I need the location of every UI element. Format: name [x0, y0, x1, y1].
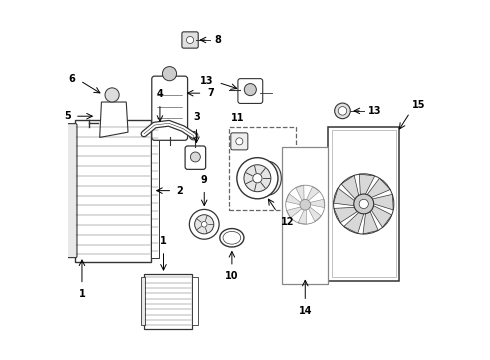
Circle shape	[359, 199, 368, 208]
Circle shape	[253, 174, 262, 183]
Circle shape	[191, 152, 200, 162]
Bar	[282, 147, 328, 284]
Polygon shape	[307, 186, 319, 201]
Text: 7: 7	[207, 88, 214, 98]
FancyBboxPatch shape	[67, 123, 77, 258]
Text: 12: 12	[280, 216, 294, 226]
Text: 13: 13	[200, 76, 214, 86]
Ellipse shape	[255, 161, 281, 195]
Circle shape	[189, 210, 219, 239]
Text: 1: 1	[78, 289, 85, 299]
Ellipse shape	[223, 231, 241, 244]
Circle shape	[335, 103, 350, 119]
Circle shape	[236, 138, 243, 145]
Polygon shape	[287, 207, 302, 218]
Bar	[75, 120, 151, 261]
Polygon shape	[344, 212, 364, 233]
Polygon shape	[367, 178, 390, 198]
FancyBboxPatch shape	[182, 32, 198, 48]
Polygon shape	[296, 185, 304, 201]
Text: 10: 10	[225, 271, 239, 282]
Circle shape	[245, 84, 256, 96]
Polygon shape	[341, 175, 359, 199]
Text: 3: 3	[193, 112, 200, 122]
Circle shape	[300, 199, 311, 210]
Text: 4: 4	[157, 89, 163, 99]
Bar	[229, 127, 296, 210]
Polygon shape	[286, 194, 300, 204]
Circle shape	[187, 36, 194, 44]
Text: 2: 2	[176, 186, 183, 195]
Circle shape	[189, 131, 198, 140]
Polygon shape	[99, 102, 128, 138]
Polygon shape	[334, 188, 354, 206]
Bar	[151, 123, 159, 258]
Bar	[328, 127, 399, 281]
Text: 14: 14	[298, 306, 312, 316]
Text: 9: 9	[201, 175, 208, 185]
Bar	[141, 278, 145, 325]
Polygon shape	[372, 194, 393, 210]
Ellipse shape	[220, 229, 244, 247]
Text: 5: 5	[64, 111, 71, 121]
Text: 8: 8	[214, 35, 221, 45]
Circle shape	[162, 67, 176, 81]
Circle shape	[195, 215, 214, 234]
Circle shape	[237, 158, 278, 199]
FancyBboxPatch shape	[152, 76, 188, 140]
Polygon shape	[371, 206, 392, 228]
Bar	[192, 278, 198, 325]
Polygon shape	[310, 199, 324, 208]
Circle shape	[244, 165, 271, 192]
Text: 13: 13	[368, 106, 382, 116]
Text: 15: 15	[412, 100, 425, 110]
Polygon shape	[309, 207, 321, 222]
Bar	[144, 274, 192, 329]
Polygon shape	[359, 174, 375, 195]
FancyBboxPatch shape	[231, 133, 248, 150]
FancyBboxPatch shape	[185, 146, 206, 169]
Polygon shape	[298, 210, 306, 224]
Polygon shape	[363, 212, 378, 234]
Circle shape	[354, 194, 374, 214]
Circle shape	[201, 221, 207, 227]
Text: 1: 1	[160, 236, 167, 246]
Polygon shape	[334, 207, 357, 223]
FancyBboxPatch shape	[238, 78, 263, 103]
Bar	[332, 130, 395, 278]
Circle shape	[338, 107, 347, 115]
Text: 6: 6	[69, 74, 75, 84]
Text: 11: 11	[231, 113, 245, 123]
Circle shape	[105, 88, 119, 102]
